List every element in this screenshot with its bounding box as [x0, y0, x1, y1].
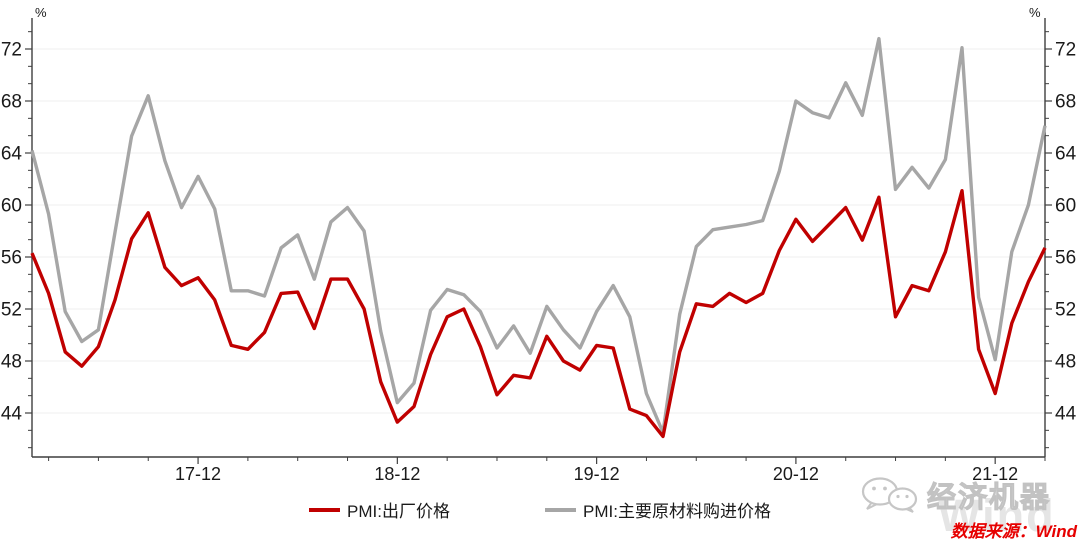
- svg-text:18-12: 18-12: [374, 464, 420, 484]
- svg-text:60: 60: [1055, 196, 1076, 217]
- legend-label-input-price: PMI:主要原材料购进价格: [583, 502, 771, 521]
- series-lines: [30, 36, 1047, 439]
- svg-text:19-12: 19-12: [574, 464, 620, 484]
- legend-swatch-gray-line: [545, 507, 576, 512]
- svg-text:48: 48: [1055, 352, 1076, 373]
- svg-text:44: 44: [1055, 404, 1077, 425]
- brand-watermark: 经济机器: [856, 474, 1051, 516]
- svg-text:72: 72: [1055, 40, 1076, 61]
- axes: [31, 18, 1046, 458]
- svg-text:48: 48: [1, 352, 22, 373]
- x-axis-labels: 17-12 18-12 19-12 20-12 21-12: [175, 464, 1018, 484]
- svg-text:56: 56: [1055, 248, 1076, 269]
- legend-item-output-price: PMI:出厂价格: [309, 497, 450, 522]
- svg-text:52: 52: [1, 300, 22, 321]
- y-axis-unit-right: %: [1029, 5, 1041, 20]
- svg-text:52: 52: [1055, 300, 1076, 321]
- data-source-label: 数据来源：Wind: [950, 522, 1077, 541]
- svg-text:44: 44: [1, 404, 23, 425]
- svg-text:64: 64: [1, 144, 23, 165]
- y-axis-labels-left: 44 48 52 56 60 64 68 72: [1, 40, 23, 425]
- svg-text:68: 68: [1055, 92, 1076, 113]
- svg-text:60: 60: [1, 196, 22, 217]
- brand-watermark-text: 经济机器: [926, 482, 1052, 515]
- gridlines: [32, 48, 1045, 414]
- svg-text:17-12: 17-12: [175, 464, 221, 484]
- legend: PMI:出厂价格 PMI:主要原材料购进价格: [0, 497, 1080, 522]
- svg-text:72: 72: [1, 40, 22, 61]
- y-axis-labels-right: 44 48 52 56 60 64 68 72: [1055, 40, 1077, 425]
- svg-text:68: 68: [1, 92, 22, 113]
- legend-swatch-red-line: [309, 507, 341, 512]
- wind-watermark: Wind: [938, 490, 1056, 541]
- wechat-icon: [861, 477, 918, 513]
- svg-text:64: 64: [1055, 144, 1077, 165]
- legend-label-output-price: PMI:出厂价格: [347, 502, 450, 521]
- axis-ticks: [25, 31, 1052, 464]
- y-axis-unit-left: %: [35, 5, 47, 20]
- legend-item-input-price: PMI:主要原材料购进价格: [545, 497, 771, 522]
- svg-text:56: 56: [1, 248, 22, 269]
- svg-text:21-12: 21-12: [972, 464, 1018, 484]
- svg-text:20-12: 20-12: [773, 464, 819, 484]
